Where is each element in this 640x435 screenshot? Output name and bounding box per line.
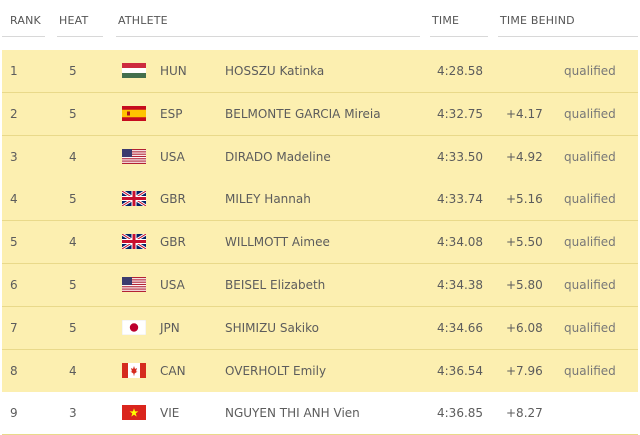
header-divider bbox=[116, 36, 420, 37]
heat-cell: 5 bbox=[69, 192, 77, 207]
table-row[interactable]: 4 5 GBR MILEY Hannah 4:33.74 +5.16 qualified bbox=[2, 178, 638, 222]
athlete-name-link[interactable]: SHIMIZU Sakiko bbox=[225, 320, 320, 335]
table-row[interactable]: 2 5 ESP BELMONTE GARCIA Mireia 4:32.75 +4.17 q… bbox=[2, 92, 638, 136]
time-behind-cell: +7.96 bbox=[506, 363, 543, 378]
header-heat[interactable]: HEAT bbox=[59, 14, 89, 27]
time-behind-cell: +6.08 bbox=[506, 320, 543, 335]
qualification-status: qualified bbox=[564, 320, 616, 335]
time-behind-cell: +5.16 bbox=[506, 192, 543, 207]
athlete-name-link[interactable]: NGUYEN THI ANH Vien bbox=[225, 406, 360, 421]
qualification-status: qualified bbox=[564, 149, 616, 164]
header-athlete[interactable]: ATHLETE bbox=[118, 14, 168, 27]
athlete-name-link[interactable]: DIRADO Madeline bbox=[225, 149, 331, 164]
country-code: CAN bbox=[160, 363, 186, 378]
usa-flag-icon bbox=[122, 277, 146, 292]
athlete-name-link[interactable]: BEISEL Elizabeth bbox=[225, 278, 326, 292]
rank-cell: 1 bbox=[10, 64, 18, 78]
qualification-status: qualified bbox=[564, 64, 616, 78]
time-cell: 4:34.66 bbox=[437, 320, 484, 335]
table-header: RANK HEAT ATHLETE TIME TIME BEHIND bbox=[0, 0, 640, 45]
time-behind-cell: +5.80 bbox=[506, 278, 543, 292]
header-divider bbox=[498, 36, 638, 37]
qualification-status: qualified bbox=[564, 363, 616, 378]
table-row[interactable]: 6 5 USA BEISEL Elizabeth 4:34.38 +5.80 qualifi… bbox=[2, 264, 638, 307]
country-code: GBR bbox=[160, 192, 186, 207]
spain-flag-icon bbox=[122, 105, 146, 121]
header-time[interactable]: TIME bbox=[432, 14, 460, 27]
great-britain-flag-icon bbox=[122, 191, 146, 207]
time-behind-cell: +5.50 bbox=[506, 235, 543, 250]
time-cell: 4:36.54 bbox=[437, 363, 484, 378]
hungary-flag-icon bbox=[122, 63, 146, 78]
country-code: GBR bbox=[160, 235, 186, 250]
country-code: VIE bbox=[160, 406, 180, 421]
heat-cell: 4 bbox=[69, 363, 77, 378]
time-cell: 4:28.58 bbox=[437, 64, 484, 78]
rank-cell: 3 bbox=[10, 149, 18, 164]
table-row[interactable]: 8 4 CAN OVERHOLT Emily 4:36.54 +7.96 qualified bbox=[2, 349, 638, 393]
time-cell: 4:33.74 bbox=[437, 192, 484, 207]
time-cell: 4:32.75 bbox=[437, 106, 484, 121]
time-behind-cell: +4.17 bbox=[506, 106, 543, 121]
time-cell: 4:36.85 bbox=[437, 406, 484, 421]
heat-cell: 3 bbox=[69, 406, 77, 421]
time-cell: 4:34.08 bbox=[437, 235, 484, 250]
japan-flag-icon bbox=[122, 319, 146, 335]
table-row[interactable]: 3 4 USA DIRADO Madeline 4:33.50 +4.92 qualifie… bbox=[2, 135, 638, 179]
time-cell: 4:34.38 bbox=[437, 278, 484, 292]
rank-cell: 4 bbox=[10, 192, 18, 207]
header-divider bbox=[57, 36, 103, 37]
rank-cell: 6 bbox=[10, 278, 18, 292]
qualification-status: qualified bbox=[564, 278, 616, 292]
athlete-name-link[interactable]: BELMONTE GARCIA Mireia bbox=[225, 106, 381, 121]
athlete-name-link[interactable]: WILLMOTT Aimee bbox=[225, 235, 330, 250]
country-code: JPN bbox=[160, 320, 180, 335]
rank-cell: 7 bbox=[10, 320, 18, 335]
heat-cell: 5 bbox=[69, 106, 77, 121]
rank-cell: 2 bbox=[10, 106, 18, 121]
header-rank[interactable]: RANK bbox=[10, 14, 41, 27]
qualification-status: qualified bbox=[564, 106, 616, 121]
time-behind-cell: +8.27 bbox=[506, 406, 543, 421]
vietnam-flag-icon bbox=[122, 405, 146, 421]
country-code: HUN bbox=[160, 64, 187, 78]
usa-flag-icon bbox=[122, 148, 146, 164]
time-cell: 4:33.50 bbox=[437, 149, 484, 164]
time-behind-cell: +4.92 bbox=[506, 149, 543, 164]
rank-cell: 5 bbox=[10, 235, 18, 250]
header-divider bbox=[430, 36, 488, 37]
country-code: ESP bbox=[160, 106, 183, 121]
qualification-status: qualified bbox=[564, 192, 616, 207]
heat-cell: 5 bbox=[69, 278, 77, 292]
table-row[interactable]: 9 3 VIE NGUYEN THI ANH Vien 4:36.85 +8.27 bbox=[2, 392, 638, 435]
rank-cell: 9 bbox=[10, 406, 18, 421]
athlete-name-link[interactable]: HOSSZU Katinka bbox=[225, 64, 325, 78]
header-time-behind[interactable]: TIME BEHIND bbox=[500, 14, 575, 27]
athlete-name-link[interactable]: MILEY Hannah bbox=[225, 192, 311, 207]
great-britain-flag-icon bbox=[122, 234, 146, 250]
header-divider bbox=[2, 36, 45, 37]
country-code: USA bbox=[160, 278, 185, 292]
athlete-name-link[interactable]: OVERHOLT Emily bbox=[225, 363, 327, 378]
heat-cell: 4 bbox=[69, 235, 77, 250]
table-row[interactable]: 5 4 GBR WILLMOTT Aimee 4:34.08 +5.50 qualified bbox=[2, 221, 638, 265]
table-row[interactable]: 7 5 JPN SHIMIZU Sakiko 4:34.66 +6.08 qualified bbox=[2, 306, 638, 350]
qualification-status: qualified bbox=[564, 235, 616, 250]
rank-cell: 8 bbox=[10, 363, 18, 378]
table-row[interactable]: 1 5 HUN HOSSZU Katinka 4:28.58 qualified bbox=[2, 50, 638, 93]
heat-cell: 5 bbox=[69, 64, 77, 78]
heat-cell: 5 bbox=[69, 320, 77, 335]
canada-flag-icon bbox=[122, 362, 146, 378]
country-code: USA bbox=[160, 149, 185, 164]
heat-cell: 4 bbox=[69, 149, 77, 164]
